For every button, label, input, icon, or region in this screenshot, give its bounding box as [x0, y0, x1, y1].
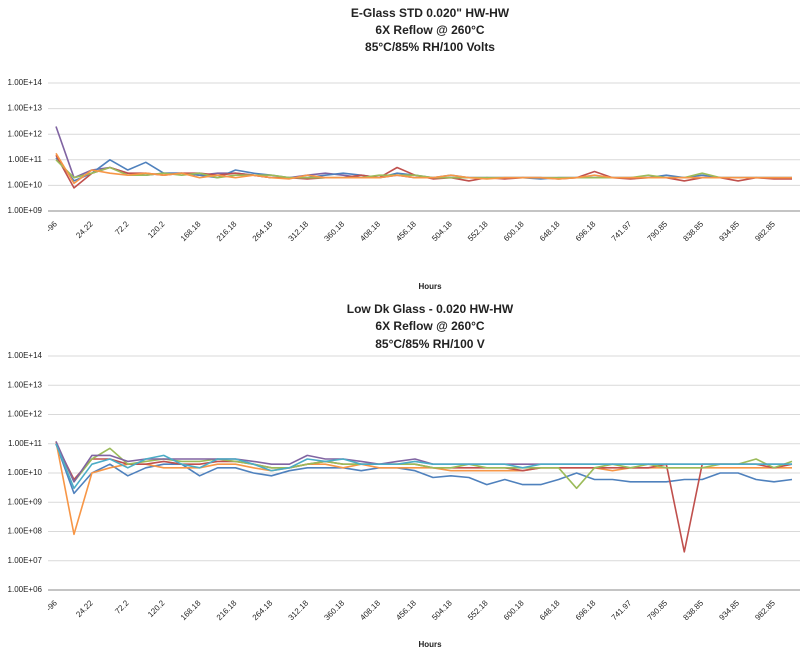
x-tick-label: 696.18 — [574, 219, 598, 243]
x-tick-label: 552.18 — [466, 219, 490, 243]
x-tick-label: 24.22 — [74, 598, 95, 619]
x-tick-label: 648.18 — [538, 598, 562, 622]
x-tick-label: 312.18 — [287, 598, 311, 622]
y-tick-label: 1.00E+07 — [8, 556, 43, 565]
series-line — [55, 443, 793, 490]
y-tick-label: 1.00E+12 — [8, 410, 43, 419]
x-tick-label: 504.18 — [430, 219, 454, 243]
x-tick-label: 72.2 — [113, 598, 131, 616]
y-tick-label: 1.00E+11 — [8, 439, 42, 448]
x-tick-label: 72.2 — [113, 219, 131, 237]
y-tick-label: 1.00E+13 — [8, 380, 43, 389]
x-tick-label: -96 — [44, 219, 59, 234]
x-tick-label: 982.85 — [753, 598, 777, 622]
y-tick-label: 1.00E+11 — [8, 155, 42, 164]
x-tick-label: 600.18 — [502, 598, 526, 622]
chart-title: 6X Reflow @ 260°C — [375, 23, 485, 37]
x-tick-label: 264.18 — [251, 219, 275, 243]
x-tick-label: 216.18 — [215, 598, 239, 622]
x-tick-label: 934.85 — [717, 598, 741, 622]
x-tick-label: -96 — [44, 598, 59, 613]
x-tick-label: 168.18 — [179, 598, 203, 622]
x-tick-label: 696.18 — [574, 598, 598, 622]
x-tick-label: 360.18 — [322, 219, 346, 243]
x-tick-label: 120.2 — [146, 598, 167, 619]
y-tick-label: 1.00E+10 — [8, 181, 43, 190]
y-tick-label: 1.00E+09 — [8, 497, 43, 506]
chart-title: 85°C/85% RH/100 Volts — [365, 40, 495, 54]
x-tick-label: 264.18 — [251, 598, 275, 622]
x-tick-label: 934.85 — [717, 219, 741, 243]
x-tick-label: 216.18 — [215, 219, 239, 243]
x-tick-label: 120.2 — [146, 219, 167, 240]
chart-title: 6X Reflow @ 260°C — [375, 319, 485, 333]
y-tick-label: 1.00E+14 — [8, 78, 43, 87]
x-tick-label: 982.85 — [753, 219, 777, 243]
y-tick-label: 1.00E+08 — [8, 527, 43, 536]
x-tick-label: 360.18 — [322, 598, 346, 622]
x-tick-label: 456.18 — [394, 219, 418, 243]
series-line — [55, 441, 792, 536]
x-tick-label: 648.18 — [538, 219, 562, 243]
x-tick-label: 456.18 — [394, 598, 418, 622]
y-tick-label: 1.00E+14 — [8, 351, 43, 360]
x-tick-label: 790.85 — [646, 598, 670, 622]
x-tick-label: 741.97 — [610, 219, 634, 243]
x-tick-label: 408.18 — [358, 598, 382, 622]
y-tick-label: 1.00E+12 — [8, 129, 43, 138]
x-tick-label: 504.18 — [430, 598, 454, 622]
x-axis-label: Hours — [418, 640, 442, 649]
chart-title: E-Glass STD 0.020" HW-HW — [351, 6, 510, 20]
x-tick-label: 408.18 — [358, 219, 382, 243]
x-tick-label: 741.97 — [610, 598, 634, 622]
x-tick-label: 312.18 — [287, 219, 311, 243]
series-line — [55, 152, 792, 185]
chart-title: Low Dk Glass - 0.020 HW-HW — [347, 302, 514, 316]
x-tick-label: 790.85 — [646, 219, 670, 243]
y-tick-label: 1.00E+06 — [8, 585, 43, 594]
x-tick-label: 552.18 — [466, 598, 490, 622]
series-line — [55, 443, 792, 490]
x-tick-label: 600.18 — [502, 219, 526, 243]
y-tick-label: 1.00E+13 — [8, 104, 43, 113]
y-tick-label: 1.00E+09 — [8, 206, 43, 215]
x-tick-label: 24.22 — [74, 219, 95, 240]
x-tick-label: 838.85 — [681, 598, 705, 622]
x-axis-label: Hours — [418, 282, 442, 291]
chart-title: 85°C/85% RH/100 V — [375, 337, 485, 351]
x-tick-label: 168.18 — [179, 219, 203, 243]
y-tick-label: 1.00E+10 — [8, 468, 43, 477]
x-tick-label: 838.85 — [681, 219, 705, 243]
